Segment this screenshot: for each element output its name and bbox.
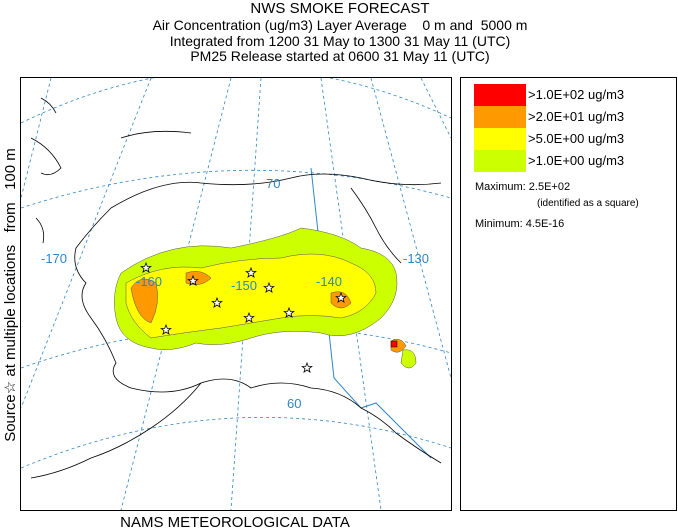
meridian-170 <box>21 78 152 409</box>
legend-item-20: >2.0E+01 ug/m3 <box>474 106 669 128</box>
source-marker <box>187 274 199 286</box>
contour-level-1b <box>400 349 417 369</box>
maximum-square <box>390 340 398 348</box>
parallel-55 <box>21 417 451 469</box>
source-marker <box>160 323 172 335</box>
legend-label-100: >1.0E+02 ug/m3 <box>528 87 625 102</box>
source-marker <box>211 296 223 308</box>
source-marker <box>283 306 295 318</box>
legend-label-5: >5.0E+00 ug/m3 <box>528 131 625 146</box>
source-marker <box>140 261 152 273</box>
contour-level-20 <box>130 278 158 324</box>
lon-label-130: -130 <box>403 251 429 266</box>
meridian-130 <box>370 78 451 379</box>
legend-item-5: >5.0E+00 ug/m3 <box>474 128 669 150</box>
minimum-value: Minimum: 4.5E-16 <box>475 218 565 230</box>
parallel-60 <box>21 325 451 369</box>
lon-label-140: -140 <box>316 274 342 289</box>
meridian-180 <box>21 78 52 199</box>
chart-title-block: NWS SMOKE FORECAST Air Concentration (ug… <box>20 0 660 65</box>
lat-label-60: 60 <box>287 396 301 411</box>
legend-swatch-5 <box>474 128 526 150</box>
parallel-70 <box>21 169 451 209</box>
legend-label-1: >1.0E+00 ug/m3 <box>528 153 625 168</box>
legend-swatch-100 <box>474 84 526 106</box>
source-label-text: Source☆ at multiple locations from 100 m <box>2 148 19 442</box>
title-integration-period: Integrated from 1200 31 May to 1300 31 M… <box>169 32 511 49</box>
legend-item-1: >1.0E+00 ug/m3 <box>474 150 669 172</box>
smoke-plume <box>114 227 417 369</box>
lon-label-170: -170 <box>41 251 67 266</box>
footer-data-source: NAMS METEOROLOGICAL DATA <box>120 514 350 531</box>
maximum-note: (identified as a square) <box>537 198 639 209</box>
coastline <box>30 97 442 479</box>
title-main: NWS SMOKE FORECAST <box>250 0 430 17</box>
source-marker <box>245 266 257 278</box>
source-markers <box>140 261 347 373</box>
smoke-map: -170 -160 -150 -140 -130 70 60 <box>21 78 451 510</box>
border-line <box>310 167 432 459</box>
parallel-80 <box>21 78 451 124</box>
maximum-value: Maximum: 2.5E+02 <box>475 181 571 193</box>
lat-label-70: 70 <box>266 176 280 191</box>
meridian-120 <box>420 78 451 139</box>
source-label: Source☆ at multiple locations from 100 m <box>1 79 19 511</box>
map-panel: -170 -160 -150 -140 -130 70 60 <box>20 77 452 511</box>
legend-label-20: >2.0E+01 ug/m3 <box>528 109 625 124</box>
lon-label-160: -160 <box>136 274 162 289</box>
title-release: PM25 Release started at 0600 31 May 11 (… <box>190 48 490 64</box>
legend-swatch-1 <box>474 150 526 172</box>
source-marker <box>243 311 255 323</box>
legend-swatch-20 <box>474 106 526 128</box>
legend-item-100: >1.0E+02 ug/m3 <box>474 84 669 106</box>
source-marker <box>335 291 347 303</box>
lon-label-150: -150 <box>231 278 257 293</box>
source-marker <box>301 361 313 373</box>
title-concentration: Air Concentration (ug/m3) Layer Average … <box>152 17 528 33</box>
source-marker <box>263 281 275 293</box>
legend-panel: >1.0E+02 ug/m3 >2.0E+01 ug/m3 >5.0E+00 u… <box>460 77 677 511</box>
graticule-labels: -170 -160 -150 -140 -130 70 60 <box>41 176 429 411</box>
